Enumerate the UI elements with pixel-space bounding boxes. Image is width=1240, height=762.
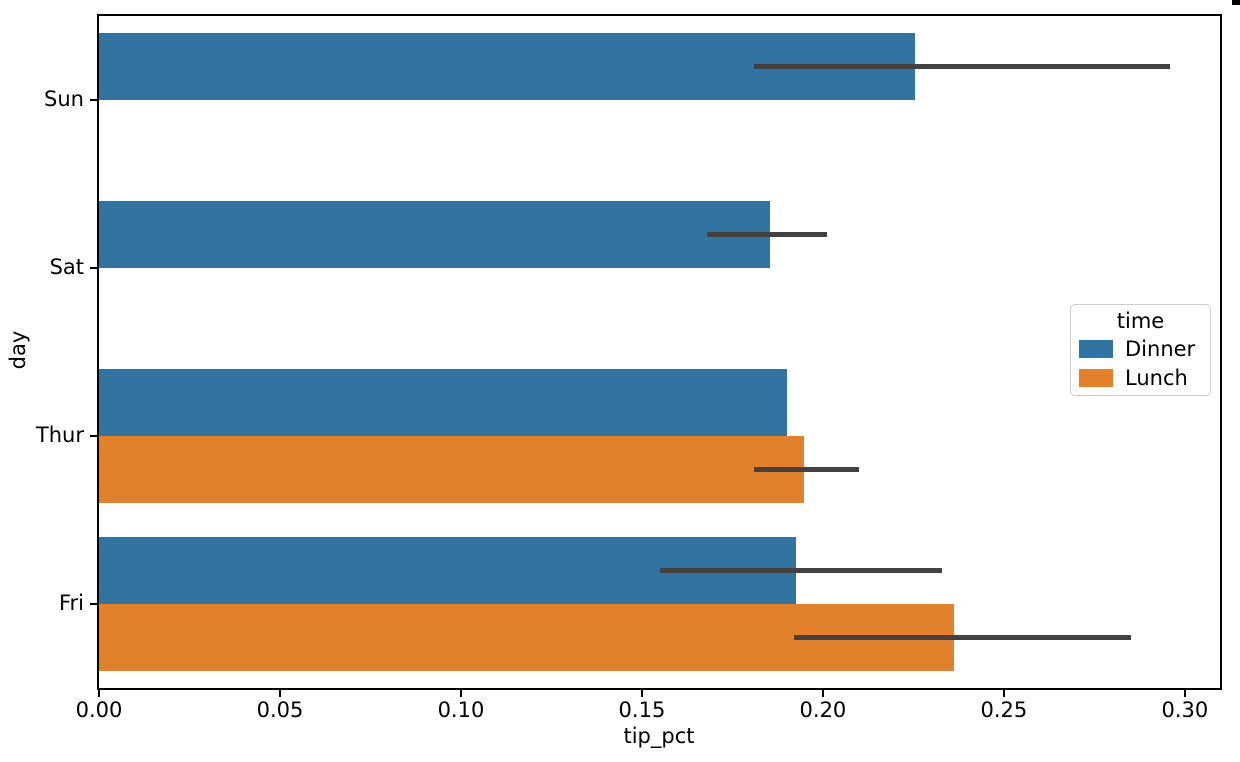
error-bar-fri-lunch	[793, 635, 1131, 641]
bar-sat-dinner	[99, 200, 770, 268]
y-tick-mark	[90, 99, 97, 101]
x-tick-label: 0.30	[1161, 698, 1209, 722]
corner-artifact	[1232, 0, 1240, 5]
bars-layer	[99, 16, 1220, 688]
y-tick-label-fri: Fri	[58, 591, 84, 615]
y-tick-mark	[90, 267, 97, 269]
y-axis-label: day	[6, 330, 30, 370]
error-bar-sun-dinner	[754, 63, 1171, 69]
x-tick-mark	[98, 690, 100, 697]
x-tick-label: 0.10	[437, 698, 485, 722]
x-tick-label: 0.00	[75, 698, 123, 722]
legend-title: time	[1116, 309, 1165, 333]
bar-thur-dinner	[99, 368, 788, 436]
error-bar-sat-dinner	[707, 231, 827, 237]
y-tick-label-sat: Sat	[49, 255, 84, 279]
x-tick-mark	[459, 690, 462, 697]
x-axis-label: tip_pct	[623, 724, 695, 748]
y-tick-mark	[90, 435, 97, 437]
legend-label-dinner: Dinner	[1125, 336, 1196, 361]
legend-label-lunch: Lunch	[1125, 365, 1188, 390]
x-tick-label: 0.25	[980, 698, 1028, 722]
error-bar-thur-lunch	[754, 467, 860, 473]
legend-item-lunch: Lunch	[1071, 363, 1210, 392]
bar-thur-lunch	[99, 436, 805, 504]
x-tick-mark	[1002, 690, 1005, 697]
y-tick-label-sun: Sun	[44, 87, 84, 111]
legend-swatch-dinner	[1079, 339, 1113, 358]
legend: time Dinner Lunch	[1070, 304, 1211, 396]
x-tick-mark	[821, 690, 824, 697]
y-tick-label-thur: Thur	[35, 423, 84, 447]
y-tick-mark	[90, 603, 97, 605]
x-tick-label: 0.20	[799, 698, 847, 722]
x-tick-mark	[640, 690, 643, 697]
x-tick-mark	[1183, 690, 1186, 697]
x-tick-label: 0.15	[618, 698, 666, 722]
x-tick-label: 0.05	[256, 698, 304, 722]
plot-area	[97, 14, 1222, 690]
legend-item-dinner: Dinner	[1071, 334, 1210, 363]
legend-items: Dinner Lunch	[1071, 334, 1210, 392]
error-bar-fri-dinner	[660, 567, 943, 573]
x-tick-mark	[278, 690, 281, 697]
legend-swatch-lunch	[1079, 368, 1113, 387]
